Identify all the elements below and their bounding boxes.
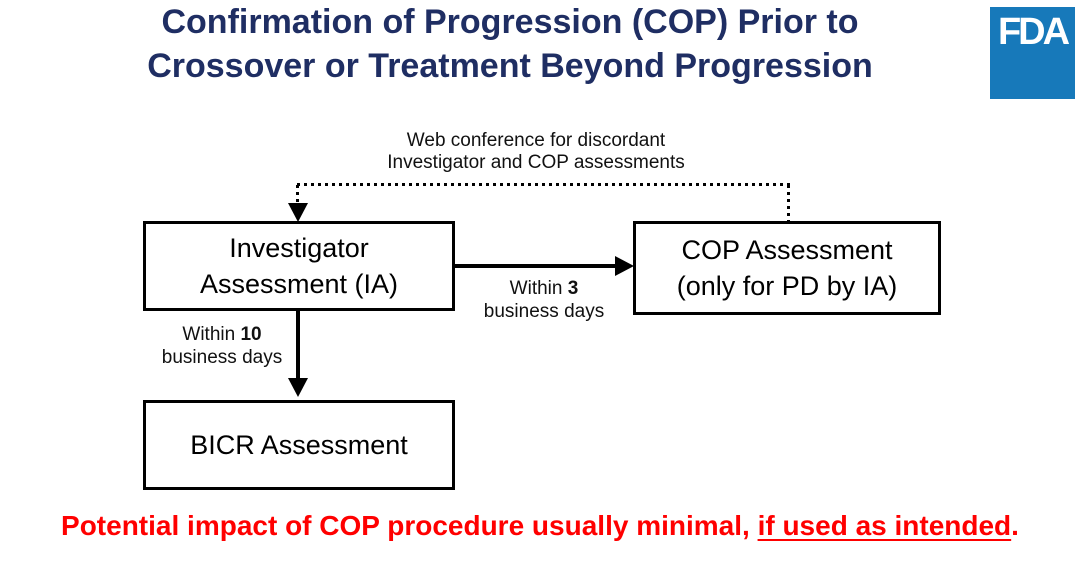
dotted-connector-arrowhead-icon [288, 203, 308, 222]
cop-assessment-line1: COP Assessment [681, 235, 893, 265]
ia-to-bicr-arrow-line [296, 310, 300, 380]
dotted-connector-horizontal [297, 183, 790, 186]
footer-text-period: . [1011, 510, 1019, 541]
footer-emphasis-text: Potential impact of COP procedure usuall… [0, 510, 1080, 542]
dotted-connector-left-segment [296, 185, 299, 204]
dotted-connector-right-segment [787, 185, 790, 221]
ia-to-cop-arrow-label: Within 3 business days [454, 277, 634, 323]
fda-logo: FDA [990, 7, 1075, 99]
ia-to-cop-arrow-label-line1: Within 3 [509, 278, 579, 299]
footer-text-normal: Potential impact of COP procedure usuall… [61, 510, 758, 541]
fda-logo-text: FDA [997, 11, 1070, 53]
investigator-assessment-box: Investigator Assessment (IA) [143, 221, 455, 311]
footer-text-underlined: if used as intended [757, 510, 1012, 541]
page-title-line1: Confirmation of Progression (COP) Prior … [161, 3, 859, 41]
cop-assessment-line2: (only for PD by IA) [676, 271, 898, 301]
investigator-assessment-line1: Investigator [229, 233, 369, 263]
page-title: Confirmation of Progression (COP) Prior … [0, 0, 1020, 88]
ia-to-cop-arrow-label-line2: business days [483, 301, 605, 322]
ia-to-bicr-arrow-label-line2: business days [161, 347, 283, 368]
bicr-assessment-box: BICR Assessment [143, 400, 455, 490]
investigator-assessment-line2: Assessment (IA) [199, 269, 399, 299]
web-conference-label-line2: Investigator and COP assessments [387, 152, 685, 173]
page-title-line2: Crossover or Treatment Beyond Progressio… [147, 47, 873, 85]
ia-to-bicr-arrowhead-icon [288, 378, 308, 397]
bicr-assessment-line1: BICR Assessment [190, 430, 408, 460]
ia-to-cop-arrowhead-icon [615, 256, 634, 276]
ia-to-bicr-arrow-label: Within 10 business days [138, 323, 306, 369]
web-conference-label: Web conference for discordant Investigat… [286, 130, 786, 174]
ia-to-bicr-arrow-label-line1: Within 10 [182, 324, 262, 345]
cop-assessment-box: COP Assessment (only for PD by IA) [633, 221, 941, 315]
ia-to-cop-arrow-line [455, 264, 617, 268]
web-conference-label-line1: Web conference for discordant [406, 130, 666, 151]
